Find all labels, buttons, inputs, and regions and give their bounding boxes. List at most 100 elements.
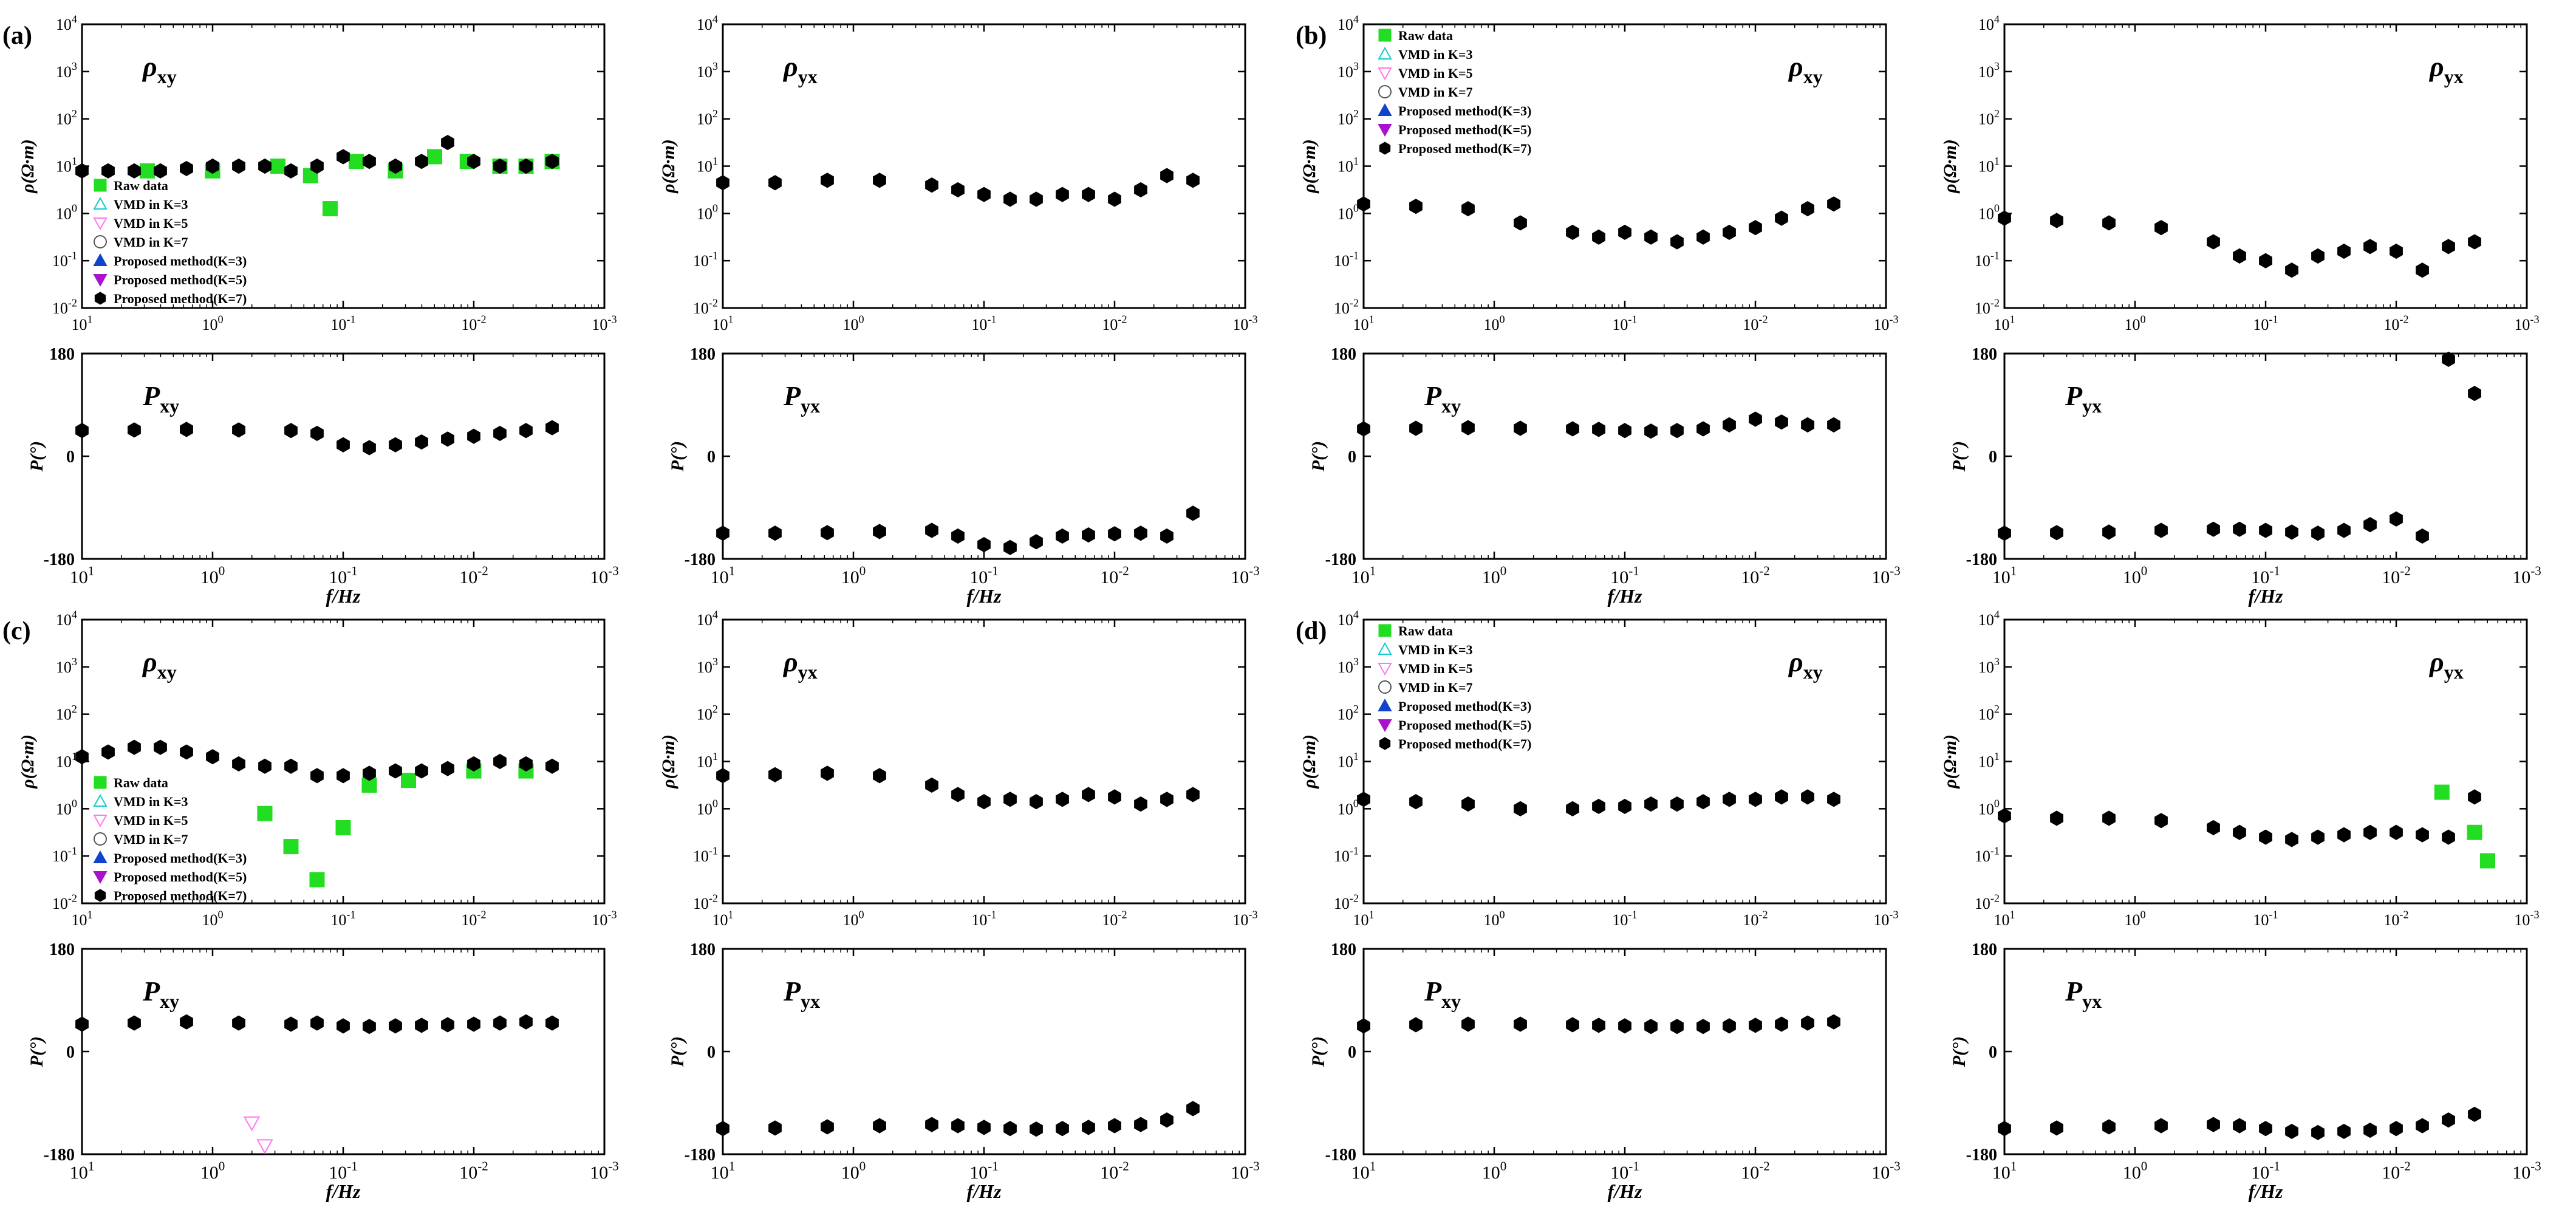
x-tick-label: 10-3 (2512, 1159, 2541, 1183)
data-point (873, 1118, 886, 1134)
x-tick-label: 10-1 (969, 564, 999, 588)
data-point (284, 758, 298, 774)
data-point (951, 787, 965, 802)
data-point (1134, 182, 1147, 197)
data-point (1056, 792, 1069, 807)
y-tick-label: 101 (1338, 750, 1359, 771)
data-point (232, 1015, 245, 1031)
data-point (2050, 213, 2063, 228)
data-point (283, 839, 299, 855)
x-tick-label: 10-2 (1741, 1159, 1770, 1183)
x-tick-label: 10-3 (2514, 313, 2539, 334)
data-point (1134, 796, 1147, 812)
data-point (2285, 1123, 2298, 1140)
plot-b-phase_xy: 101 100 10-1 10-2 10-3 180 0 -180 P(°) f/Hz Pxy (1308, 345, 1901, 607)
data-point (2207, 1117, 2220, 1132)
legend-entry: VMD in K=5 (114, 813, 188, 828)
x-tick-label: 10-3 (2514, 908, 2539, 929)
data-point (1461, 200, 1475, 217)
data-point (2154, 522, 2168, 538)
legend-marker (94, 832, 107, 846)
plot-c-rho_yx: 101 100 10-1 10-2 10-3 104 103 102 101 100 10-1 10-… (658, 608, 1258, 929)
panel-title: ρyx (2428, 646, 2464, 683)
data-point (2050, 525, 2063, 541)
data-point (1827, 792, 1840, 807)
data-point (2480, 853, 2495, 869)
legend-entry: Proposed method(K=7) (1398, 141, 1531, 156)
legend-marker (1378, 103, 1392, 116)
data-point (1801, 200, 1814, 217)
legend-marker (1378, 29, 1392, 42)
data-point (441, 135, 454, 151)
y-tick-label: 0 (707, 448, 716, 467)
data-point (873, 524, 886, 539)
data-point (873, 768, 886, 784)
x-tick-label: 10-2 (1100, 564, 1129, 588)
y-tick-label: 0 (1348, 448, 1356, 467)
data-point (2442, 239, 2455, 255)
data-point (335, 819, 351, 835)
legend-a: Raw data VMD in K=3 VMD in K=5 VMD in K=7 Pr… (93, 178, 247, 306)
x-tick-label: 100 (2124, 313, 2145, 334)
data-point (2207, 819, 2220, 836)
data-point (206, 749, 219, 765)
legend-entry: VMD in K=3 (114, 794, 188, 809)
data-point (128, 1015, 141, 1031)
x-tick-label: 10-3 (590, 564, 619, 588)
data-point (1030, 191, 1043, 207)
data-point (1998, 525, 2011, 541)
legend-entry: Raw data (1398, 28, 1453, 43)
data-point (519, 1014, 533, 1030)
data-point (1357, 196, 1370, 212)
plot-d-phase_yx: 101 100 10-1 10-2 10-3 180 0 -180 P(°) f/Hz Pyx (1949, 940, 2541, 1202)
y-axis-label: P(°) (1949, 441, 1969, 472)
panel-title: ρxy (142, 51, 177, 87)
data-point (1461, 420, 1475, 436)
data-point (1082, 787, 1095, 802)
data-point (2416, 528, 2429, 544)
data-point (1998, 210, 2011, 226)
panel-title: ρyx (2428, 51, 2464, 87)
x-tick-label: 101 (1992, 1159, 2017, 1183)
data-point (1056, 1121, 1069, 1137)
data-point (493, 1015, 507, 1031)
legend-marker (1378, 85, 1392, 98)
data-point (821, 173, 834, 188)
x-tick-label: 10-2 (459, 1159, 488, 1183)
data-point (1749, 1018, 1762, 1033)
x-tick-label: 10-1 (971, 908, 996, 929)
legend-marker (1378, 663, 1392, 676)
data-point (2390, 244, 2403, 259)
x-tick-label: 10-2 (1100, 1159, 1129, 1183)
legend-marker (1378, 624, 1392, 637)
data-point (1644, 229, 1658, 245)
y-tick-label: 180 (49, 940, 75, 959)
data-point (101, 744, 115, 760)
x-tick-label: 10-3 (592, 908, 617, 929)
data-point (441, 761, 454, 776)
data-point (75, 163, 89, 179)
data-point (232, 756, 245, 772)
x-tick-label: 10-1 (2253, 908, 2278, 929)
data-point (951, 1118, 965, 1134)
data-point (2337, 1123, 2351, 1140)
data-point (349, 154, 364, 169)
legend-marker (1378, 124, 1392, 137)
legend-marker (93, 815, 108, 828)
y-tick-label: 103 (56, 60, 77, 81)
data-point (1160, 168, 1174, 183)
data-point (467, 428, 480, 444)
data-point (1566, 224, 1579, 241)
y-axis-label: ρ(Ω·m) (1940, 734, 1960, 789)
data-point (1160, 792, 1174, 807)
data-point (1670, 1019, 1684, 1035)
x-tick-label: 10-3 (590, 1159, 619, 1183)
plot-d-rho_xy: 101 100 10-1 10-2 10-3 104 103 102 101 100 10-1 10-… (1299, 608, 1899, 929)
legend-entry: Proposed method(K=3) (1398, 699, 1531, 714)
plot-a-rho_yx: 101 100 10-1 10-2 10-3 104 103 102 101 100 10-1 10-… (658, 13, 1258, 334)
x-tick-label: 10-1 (2253, 313, 2278, 334)
y-axis-label: ρ(Ω·m) (658, 734, 678, 789)
legend-entry: Raw data (114, 178, 168, 193)
legend-marker (93, 253, 108, 266)
